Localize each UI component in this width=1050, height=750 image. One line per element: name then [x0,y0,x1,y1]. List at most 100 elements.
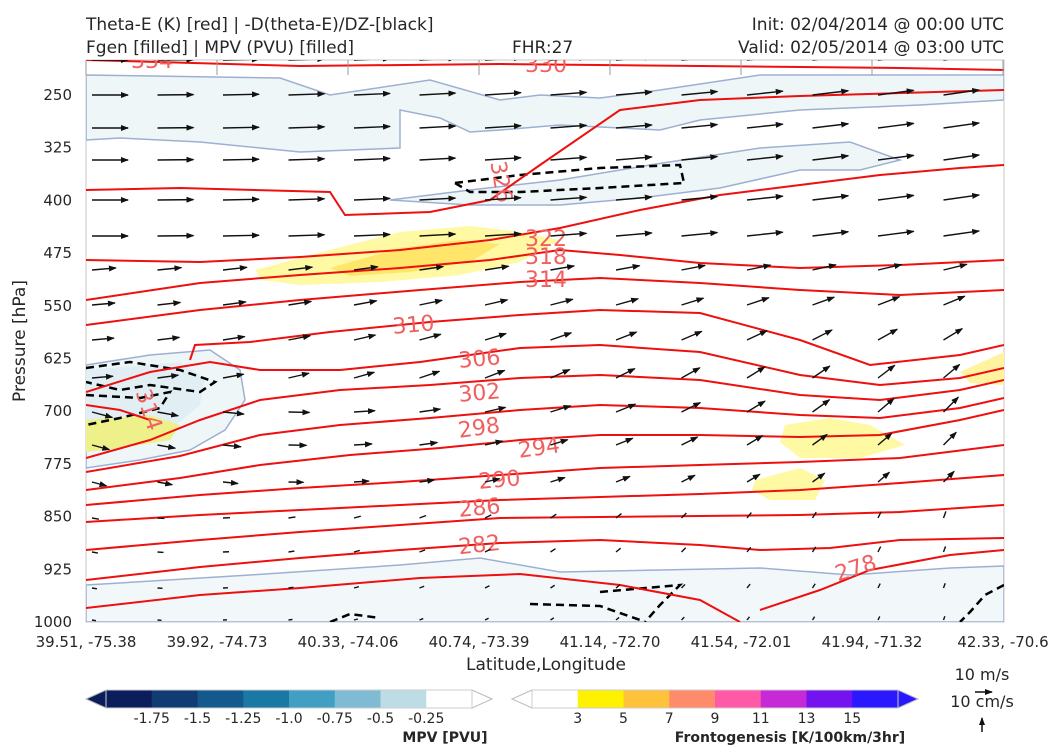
colorbar-tick-label: 15 [843,711,861,727]
wind-vector [91,411,114,419]
wind-vector [942,546,947,553]
wind-vector [812,329,833,341]
wind-vector [550,264,576,271]
y-tick-label: 850 [43,508,72,526]
wind-vector [419,549,426,553]
wind-vector [550,368,571,379]
wind-vector [550,438,569,446]
contour-label: 294 [517,433,562,464]
theta-e-line-282 [86,537,1004,581]
wind-vector [746,229,784,237]
wind-vector [222,299,247,306]
wind-vector [877,364,896,379]
contour-label: 318 [525,245,567,270]
wind-vector [615,437,634,446]
dashed-contour-bottom-3 [329,612,381,622]
title-line-1: Theta-E (K) [red] | -D(theta-E)/DZ-[blac… [85,15,434,35]
wind-vector [419,155,457,162]
colorbar-swatch [334,690,381,708]
wind-vector [353,586,360,589]
wind-vector [681,547,687,553]
x-tick-label: 40.33, -74.06 [298,633,399,651]
colorbar-tick-label: 13 [798,711,816,727]
wind-vector [353,195,391,202]
wind-vector [615,616,620,621]
wind-vector [419,407,442,414]
wind-vector [419,617,424,621]
wind-vector [484,155,522,162]
wind-vector [419,264,445,271]
wind-vector [943,295,966,306]
y-tick-label: 400 [43,191,72,209]
wind-vector [550,194,588,201]
wind-vector [222,124,260,131]
wind-vector [419,514,427,519]
dashed-contour-bottom-right [959,583,1004,622]
wind-vector [877,229,915,237]
wind-vector [877,263,903,271]
wind-vector [288,264,314,271]
wind-vector [746,546,752,553]
wind-vector [681,616,685,621]
wind-vector [877,546,882,553]
wind-vector [550,617,555,621]
init-time: Init: 02/04/2014 @ 00:00 UTC [752,15,1004,35]
wind-vector [943,228,981,237]
dashed-contour-left-1 [86,360,218,394]
colorbar-tick-label: -1.25 [225,711,261,727]
wind-vector [943,363,961,379]
wind-vector [157,480,174,487]
wind-vector [353,90,391,97]
wind-vector [746,473,761,483]
wind-vector [222,410,245,417]
colorbar-swatch [151,690,198,708]
wind-vector [91,551,99,554]
wind-vector [353,478,370,485]
wind-vector [877,583,881,589]
wind-vector [681,401,702,413]
y-tick-label: 250 [43,86,72,104]
wind-vector [681,60,719,61]
contour-label: 334 [131,49,173,74]
x-axis-label: Latitude,Longitude [466,655,626,675]
wind-vector [681,330,703,341]
y-tick-label: 325 [43,139,72,157]
wind-vectors [91,60,981,622]
wind-vector [157,335,181,342]
wind-vector [353,549,360,553]
wind-vector [681,436,699,446]
wind-vector [615,547,622,553]
wind-vector [419,123,457,130]
colorbar-tick-label: -1.5 [184,711,211,727]
x-tick-label: 41.14, -72.70 [560,633,661,651]
wind-vector [681,122,719,129]
wind-vector [812,121,850,129]
contour-label: 310 [391,311,435,340]
wind-vector [288,334,312,341]
wind-vector [353,408,376,415]
wind-vector [484,548,491,553]
dashed-contour-left-2 [86,390,173,427]
wind-vector [157,373,180,380]
wind-vector [812,399,831,413]
wind-vector [550,513,557,519]
mpv-colorbar-label: MPV [PVU] [402,730,487,746]
wind-vector [746,153,784,161]
wind-vector [681,297,705,306]
colorbar-swatch [806,690,853,708]
wind-vector [288,371,310,379]
wind-vector [419,298,443,306]
wind-legend: 10 m/s 10 cm/s [950,665,1014,732]
wind-vector [419,370,441,379]
wind-vector [681,367,701,379]
wind-vector [877,397,895,413]
wind-vector [812,88,850,96]
wind-vector [222,372,245,379]
wind-vector [91,335,115,342]
wind-vector [615,403,637,413]
wind-vector [615,194,653,201]
wind-vector [746,121,784,129]
theta-e-line-302 [86,373,1004,459]
wind-vector [288,299,313,306]
wind-vector [419,585,425,589]
